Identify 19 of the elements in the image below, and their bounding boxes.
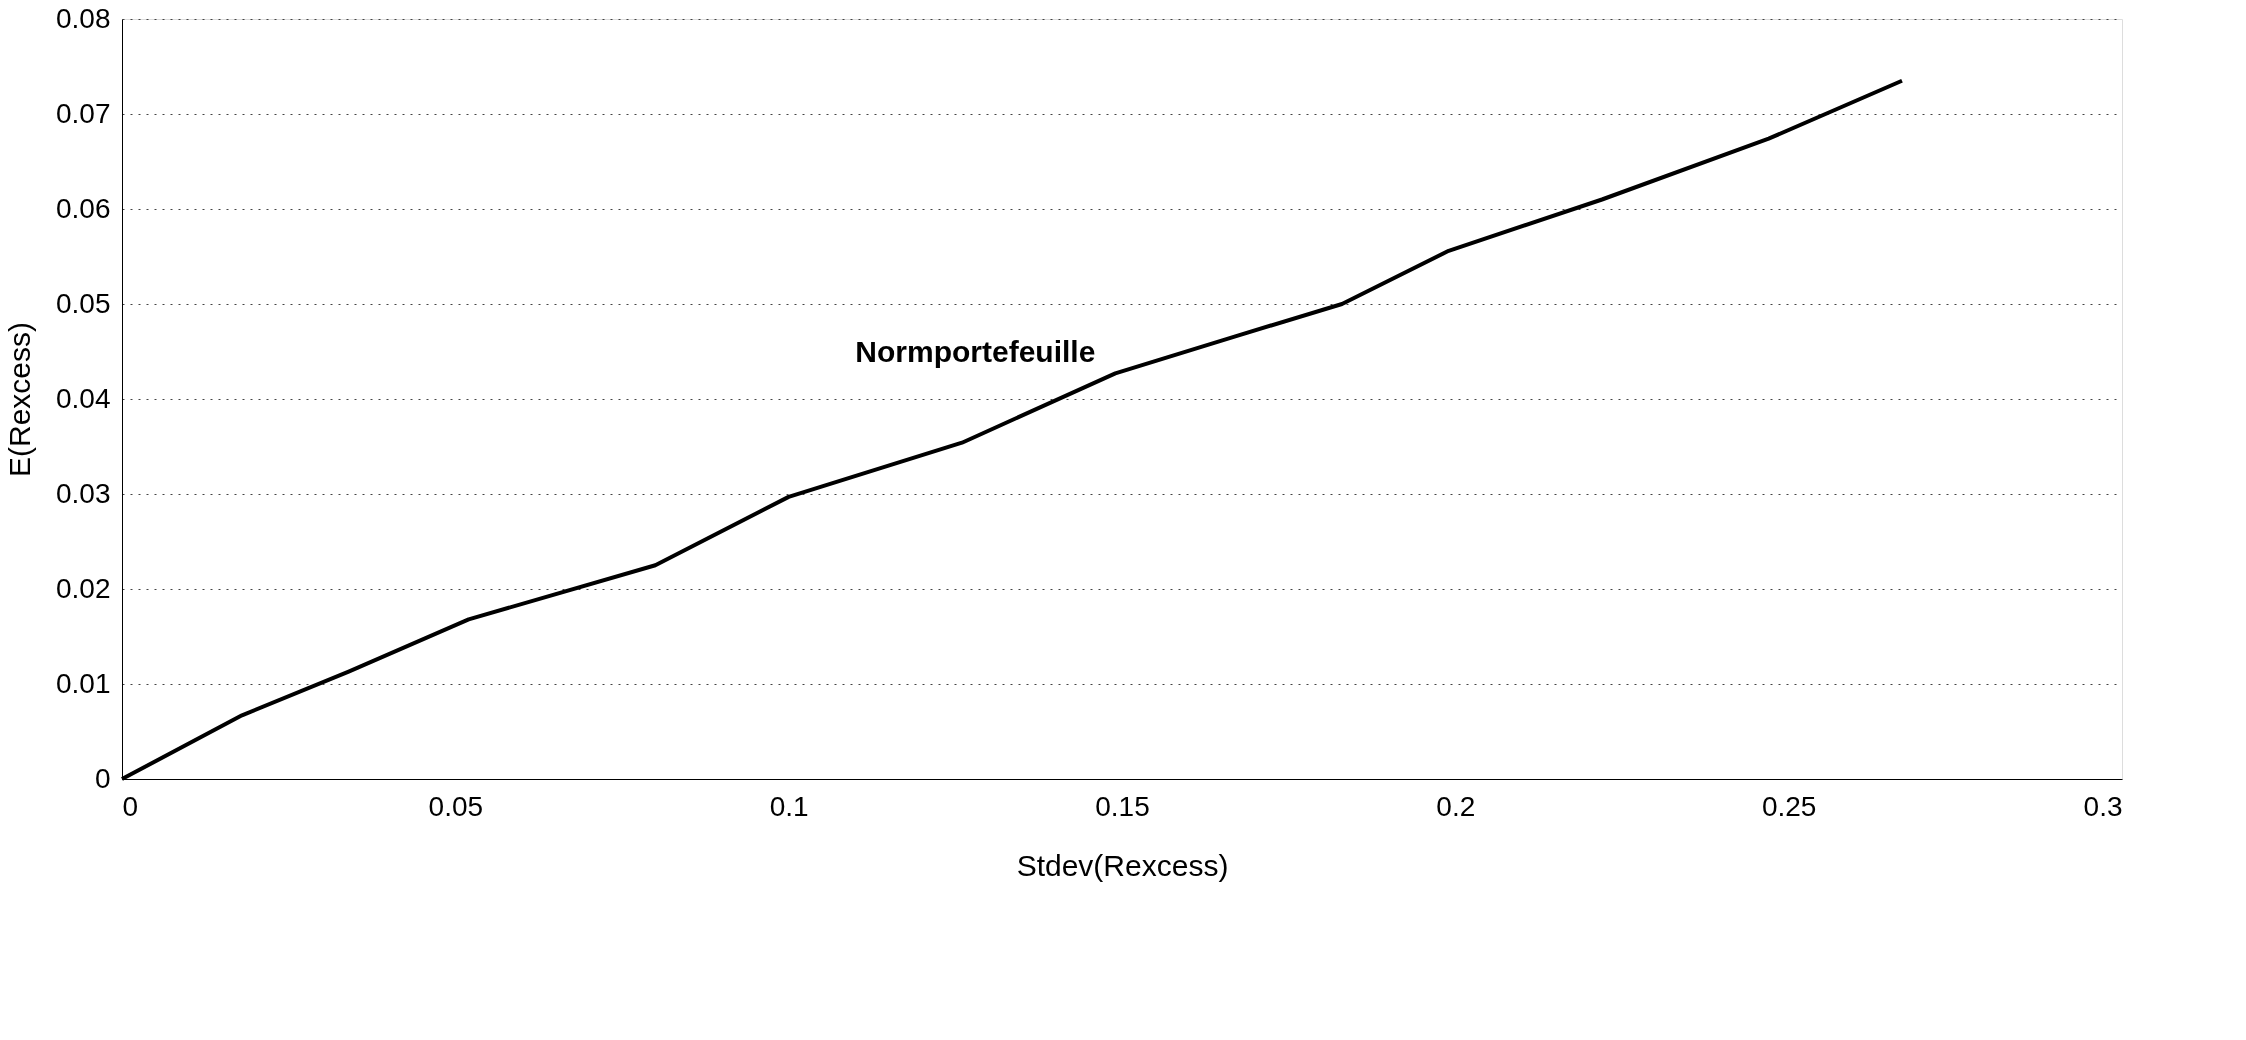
y-tick-label: 0.08	[56, 2, 111, 34]
x-tick-label: 0.1	[769, 790, 809, 822]
x-tick-label: 0.15	[1095, 790, 1150, 822]
y-axis-title: E(Rexcess)	[3, 321, 36, 478]
x-axis-title: Stdev(Rexcess)	[1016, 848, 1229, 882]
y-tick-label: 0	[94, 762, 111, 794]
y-tick-label: 0.01	[56, 667, 111, 699]
x-tick-label: 0.3	[2083, 790, 2123, 822]
y-tick-label: 0.03	[56, 477, 111, 509]
x-tick-label: 0.25	[1761, 790, 1817, 822]
x-tick-label: 0.05	[428, 790, 484, 822]
y-tick-label: 0.06	[56, 192, 111, 224]
x-tick-label: 0	[122, 790, 139, 822]
series-label: Normportefeuille	[855, 335, 1096, 369]
y-tick-label: 0.04	[56, 382, 111, 414]
y-tick-label: 0.05	[56, 287, 111, 319]
y-tick-label: 0.07	[56, 97, 111, 129]
x-tick-label: 0.2	[1436, 790, 1476, 822]
y-tick-label: 0.02	[56, 572, 111, 604]
